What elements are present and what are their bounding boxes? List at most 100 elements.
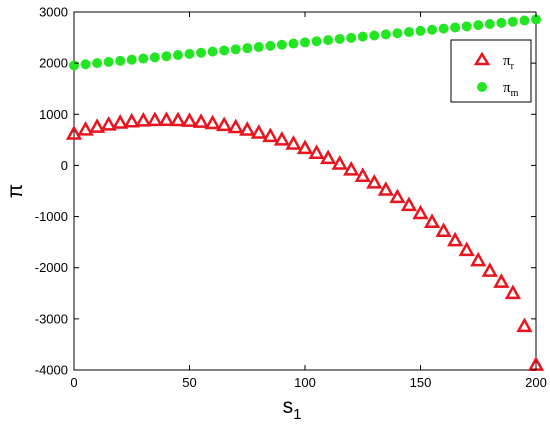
pi-m-point [196,47,207,58]
pi-m-point [461,21,472,32]
pi-m-point [276,39,287,50]
pi-r-point [239,121,256,136]
pi-r-point [435,222,452,237]
pi-m-point [323,35,334,46]
pi-r-point [308,144,325,159]
pi-m-point [115,55,126,66]
data-marks [65,14,545,371]
pi-m-point [346,32,357,43]
pi-m-point [219,45,230,56]
pi-r-point [296,139,314,155]
pi-m-point [369,30,380,41]
pi-m-point [149,52,160,63]
pi-r-point [100,115,117,131]
pi-m-point [519,15,530,26]
pi-r-point [216,116,233,132]
legend-label-r-subscript: r [511,61,515,72]
y-tick-label: -4000 [35,363,68,378]
pi-m-point [484,19,495,30]
pi-r-point [88,118,106,133]
pi-m-point [138,53,149,64]
pi-m-point [507,16,518,27]
legend-entry-m: πm [503,80,519,99]
legend-box [450,39,532,103]
y-tick-label: 2000 [39,56,68,71]
y-tick-label: 3000 [39,5,68,20]
pi-m-point [473,20,484,31]
pi-m-point [172,50,183,61]
pi-m-point [69,60,79,71]
y-tick-label: -1000 [35,209,68,224]
pi-r-point [366,173,383,189]
pi-r-point [377,181,394,196]
pi-m-point [253,42,264,53]
pi-r-point [389,188,406,204]
pi-m-point [103,56,114,67]
pi-r-point [516,317,533,333]
pi-m-point [438,23,449,34]
x-tick-label: 50 [182,375,196,390]
pi-m-point [230,44,241,55]
pi-r-point [204,114,221,130]
x-tick-label: 150 [410,375,432,390]
pi-m-point [427,24,438,35]
pi-m-point [92,58,103,69]
x-tick-label: 0 [70,375,77,390]
pi-m-point [392,28,403,39]
pi-r-point [158,111,175,126]
pi-m-point [403,27,414,38]
legend: πr πm [450,39,532,103]
pi-m-point [496,17,507,28]
pi-m-point [531,14,541,25]
pi-r-point [262,127,279,143]
pi-r-point [169,111,187,127]
pi-r-point [319,149,337,165]
pi-r-point [400,196,418,212]
pi-r-point [343,160,360,176]
pi-r-point [458,241,475,257]
legend-label-r: π [503,53,511,69]
pi-r-point [447,231,464,247]
pi-r-point [192,113,210,128]
legend-label-m-subscript: m [511,88,519,99]
pi-r-point [423,213,441,228]
pi-m-point [184,48,195,59]
y-tick-label: -3000 [35,311,68,326]
pi-r-point [481,262,498,277]
axis-ticks: 0 50 100 150 200 -4000 -3000 -2000 -1000 0 1000 200… [35,5,547,391]
pi-r-point [273,131,291,146]
x-tick-label: 200 [525,375,547,390]
pi-r-point [493,273,510,288]
pi-m-point [80,59,91,70]
legend-label-m: π [503,80,511,96]
legend-triangle-marker [473,51,491,66]
pi-m-point [415,25,426,36]
pi-r-point [412,204,429,220]
pi-r-point [504,284,522,300]
pi-m-point [242,43,253,54]
pi-m-point [161,51,172,62]
y-tick-label: 1000 [39,107,68,122]
pi-r-point [331,155,348,170]
pi-r-point [227,118,244,134]
pi-r-point [181,112,198,127]
pi-r-point [285,135,302,150]
pi-m-point [334,33,345,44]
pi-r-point [354,167,371,182]
legend-entry-r: πr [503,53,515,72]
pi-m-point [380,29,391,40]
y-tick-label: -2000 [35,260,68,275]
pi-r-point [250,124,267,139]
pi-m-point [450,22,461,33]
pi-r-point [123,112,140,128]
pi-r-point [65,125,83,140]
legend-circle-marker [477,82,487,92]
pi-r-point [146,111,163,127]
x-tick-label: 100 [294,375,316,390]
y-axis-title: π [4,184,27,199]
pi-m-point [265,40,276,51]
pi-m-point [357,31,368,42]
y-tick-label: 0 [61,158,68,173]
x-axis-label-subscript: 1 [293,406,301,423]
